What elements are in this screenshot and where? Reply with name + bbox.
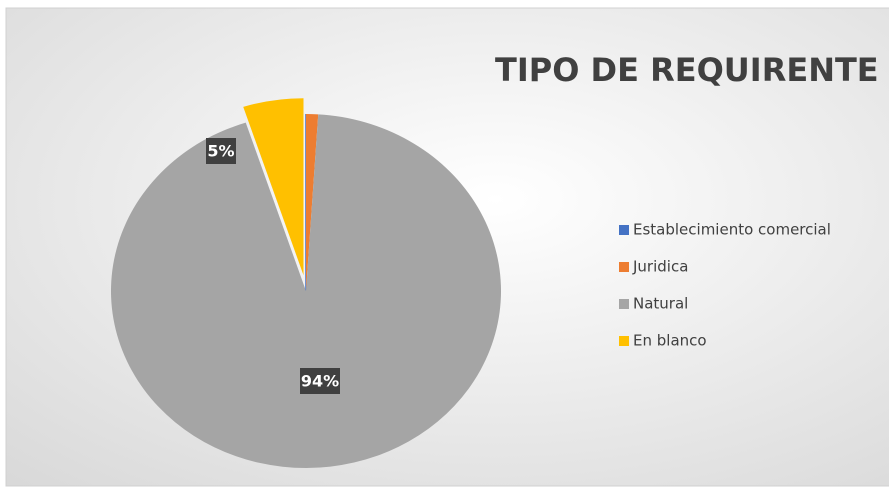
pie-slice [243,98,304,276]
chart-title: TIPO DE REQUIRENTE [495,51,879,89]
legend-swatch [619,299,629,309]
data-label-box [300,368,340,394]
legend-label: En blanco [633,332,707,350]
data-label: 5% [207,142,234,161]
legend-label: Natural [633,295,688,313]
data-label-box [206,138,236,164]
legend-swatch [619,262,629,272]
legend-swatch [619,336,629,346]
legend-label: Juridica [632,258,688,276]
legend-label: Establecimiento comercial [633,221,831,239]
data-label: 94% [301,372,339,391]
pie-slice [111,114,502,468]
pie-slice [306,114,319,291]
legend-swatch [619,225,629,235]
